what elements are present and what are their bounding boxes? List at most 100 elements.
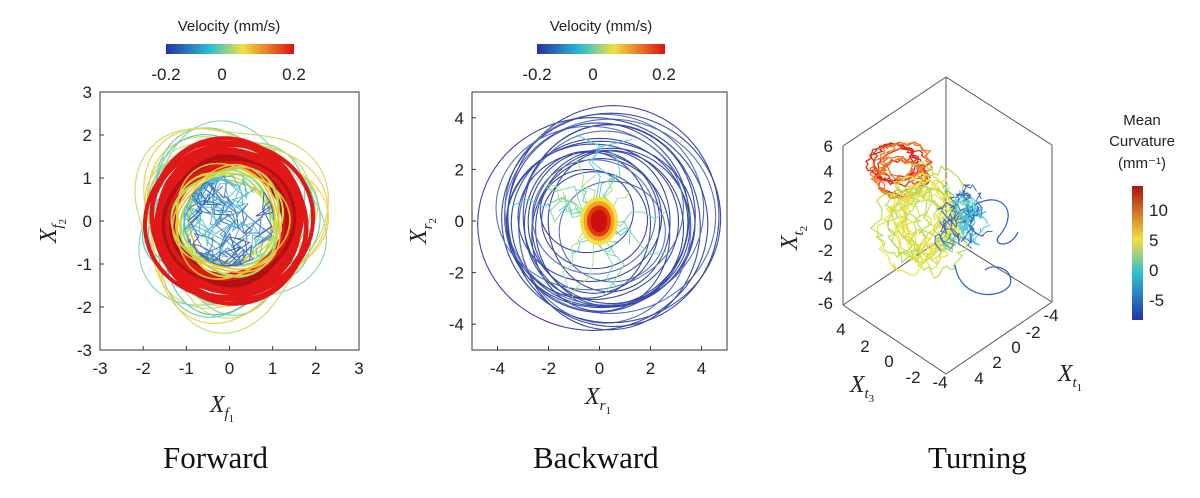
trajectory-line [958, 203, 973, 236]
forward-panel: Velocity (mm/s) -0.2 0 0.2 -3 -2 -1 0 1 2 3 3 2… [36, 18, 364, 425]
turning-xt1-axis-label: Xt1 [1057, 361, 1082, 394]
tick-label: 4 [836, 320, 845, 339]
backward-colorbar-tick: -0.2 [522, 65, 551, 84]
tick-label: 2 [992, 353, 1001, 372]
turning-colorbar-tick: 0 [1149, 261, 1158, 280]
trajectory-line [957, 190, 972, 202]
y-tick-label: -4 [449, 315, 464, 334]
box-edge [945, 235, 1053, 303]
trajectory-line [947, 211, 960, 239]
turning-xt3-axis-label: Xt3 [849, 372, 875, 405]
trajectory-line [171, 163, 281, 274]
box-edge [842, 76, 947, 147]
turning-colorbar-tick: 10 [1149, 201, 1168, 220]
turning-colorbar-tick: -5 [1149, 291, 1164, 310]
forward-colorbar-tick: 0.2 [282, 65, 306, 84]
trajectory-line [506, 122, 690, 313]
trajectory-line [885, 173, 947, 247]
trajectory-line [183, 209, 228, 243]
x-tick-label: 2 [311, 359, 320, 378]
trajectory-line [191, 175, 228, 208]
trajectory-line [161, 158, 297, 284]
trajectory-line [950, 218, 969, 244]
tick-label: -2 [1025, 323, 1040, 342]
trajectory-line [968, 224, 993, 237]
trajectory-line [207, 176, 237, 188]
trajectory-line [179, 173, 272, 267]
turning-colorbar-title-line1: Mean [1123, 112, 1161, 129]
y-tick-label: 1 [83, 169, 92, 188]
tick-label: 0 [1011, 338, 1020, 357]
x-tick-label: 3 [354, 359, 363, 378]
trajectory-line [954, 264, 1012, 296]
backward-colorbar [537, 44, 665, 54]
trajectory-line [547, 150, 671, 293]
y-tick-label: -3 [77, 341, 92, 360]
x-tick-label: -4 [490, 359, 505, 378]
backward-y-ticks: 4 2 0 -2 -4 [449, 109, 476, 334]
forward-colorbar-tick: -0.2 [151, 65, 180, 84]
x-tick-label: -1 [179, 359, 194, 378]
forward-plot-area [134, 120, 330, 334]
turning-xt3-ticks: 4 2 0 -2 -4 [836, 320, 947, 392]
x-tick-label: -2 [541, 359, 556, 378]
turning-plot-area [865, 141, 1019, 296]
turning-panel-label: Turning [928, 440, 1027, 475]
trajectory-line [961, 225, 981, 246]
turning-colorbar [1132, 186, 1143, 320]
x-tick-label: 2 [646, 359, 655, 378]
y-tick-label: 2 [455, 160, 464, 179]
turning-xt2-axis-label: Xt2 [777, 226, 810, 251]
backward-colorbar-title: Velocity (mm/s) [550, 18, 653, 35]
backward-y-axis-label: Xr2 [406, 218, 439, 245]
forward-colorbar-title: Velocity (mm/s) [178, 18, 281, 35]
box-edge [945, 76, 1053, 146]
tick-label: 0 [824, 215, 833, 234]
x-tick-label: 0 [225, 359, 234, 378]
trajectory-line [531, 159, 656, 275]
trajectory-line [517, 151, 663, 283]
turning-panel: 6 4 2 0 -2 -4 -6 4 2 0 -2 -4 -4 -2 0 2 4… [777, 76, 1175, 405]
tick-label: 4 [824, 162, 833, 181]
trajectory-line [176, 162, 291, 281]
trajectory-line [939, 221, 960, 245]
trajectory-line [957, 194, 981, 206]
trajectory-line [209, 208, 248, 248]
box-edge [842, 304, 947, 375]
y-tick-label: 0 [83, 212, 92, 231]
trajectory-line [940, 218, 962, 234]
y-tick-label: -2 [449, 264, 464, 283]
trajectory-line [522, 124, 696, 308]
trajectory-line [165, 160, 293, 282]
tick-label: 4 [974, 369, 983, 388]
forward-colorbar-tick: 0 [217, 65, 226, 84]
trajectory-line [558, 180, 666, 283]
tick-label: 0 [884, 352, 893, 371]
trajectory-line [884, 184, 943, 257]
tick-label: -4 [932, 373, 947, 392]
forward-y-axis-label: Xf2 [36, 219, 69, 244]
turning-colorbar-title-line3: (mm⁻¹) [1118, 155, 1166, 172]
trajectory-line [495, 125, 684, 291]
trajectory-line [961, 200, 978, 227]
backward-x-axis-label: Xr1 [584, 384, 611, 417]
trajectory-line [896, 194, 957, 271]
y-tick-label: 2 [83, 126, 92, 145]
tick-label: -4 [1043, 306, 1058, 325]
tick-label: 6 [824, 137, 833, 156]
y-tick-label: 0 [455, 212, 464, 231]
turning-vertical-ticks: 6 4 2 0 -2 -4 -6 [818, 137, 833, 313]
trajectory-core [590, 209, 608, 233]
x-tick-label: 4 [697, 359, 706, 378]
forward-x-axis-label: Xf1 [209, 392, 234, 425]
y-tick-label: 4 [455, 109, 464, 128]
trajectory-line [869, 185, 933, 260]
trajectory-line [156, 149, 302, 293]
trajectory-line [175, 172, 284, 278]
trajectory-line [970, 205, 988, 225]
trajectory-line [948, 199, 968, 220]
trajectory-line [895, 187, 960, 266]
trajectory-line [170, 166, 280, 278]
trajectory-line [218, 232, 253, 267]
